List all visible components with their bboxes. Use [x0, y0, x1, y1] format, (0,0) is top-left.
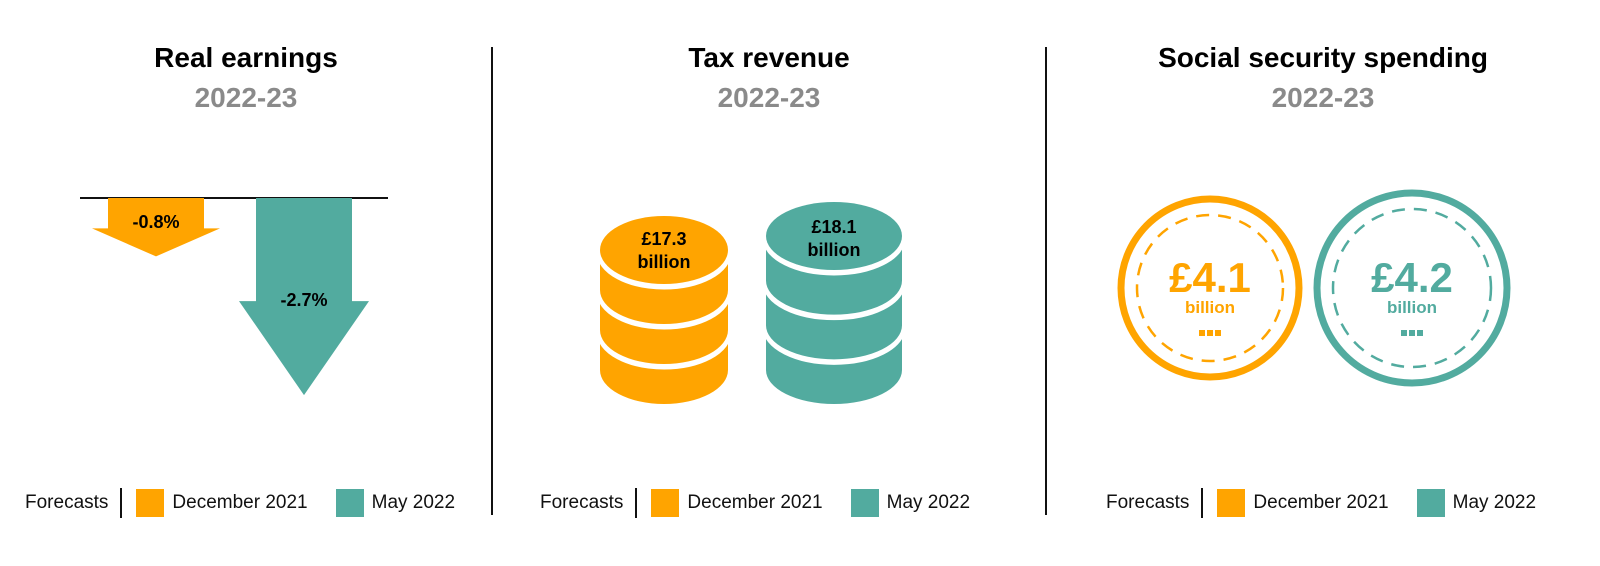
legend: Forecasts December 2021 May 2022 — [1106, 488, 1536, 518]
data-label-unit-may-2022: billion — [808, 240, 861, 260]
data-label-may-2022: -2.7% — [280, 290, 327, 310]
coin — [762, 237, 906, 315]
legend-swatch-may-2022 — [335, 489, 364, 517]
data-label-amount-december-2021: £4.1 — [1169, 254, 1251, 301]
coin — [762, 327, 906, 404]
coin-stack-december-2021 — [596, 216, 732, 404]
coin-dot — [1417, 330, 1423, 336]
coin-body — [766, 284, 902, 360]
legend-swatch-may-2022 — [850, 489, 879, 517]
data-label-amount-may-2022: £18.1 — [811, 217, 856, 237]
chart-subtitle: 2022-23 — [1271, 82, 1375, 113]
arrow-may-2022 — [239, 198, 369, 396]
legend-entry-may-2022: May 2022 — [1452, 492, 1537, 513]
legend-separator — [120, 488, 123, 518]
coin-body — [766, 240, 902, 315]
coin-outer-ring — [1313, 189, 1511, 387]
legend-separator — [1201, 488, 1204, 518]
legend: Forecasts December 2021 May 2022 — [25, 488, 455, 518]
chart-subtitle: 2022-23 — [194, 82, 298, 113]
chart-title: Social security spending — [1158, 42, 1488, 73]
chart-title: Real earnings — [154, 42, 338, 73]
legend-label: Forecasts — [540, 492, 624, 513]
data-label-amount-may-2022: £4.2 — [1371, 254, 1453, 301]
real-earnings-panel: Real earnings 2022-23 -0.8% -2.7% Foreca… — [0, 0, 492, 566]
legend-label: Forecasts — [25, 492, 109, 513]
legend-separator — [635, 488, 638, 518]
coin-separator — [596, 291, 732, 330]
coin-outer-ring — [1117, 195, 1303, 381]
legend-entry-december-2021: December 2021 — [1253, 492, 1389, 513]
coin-separator — [762, 237, 906, 276]
coin-separator — [596, 331, 732, 370]
coin-separator — [762, 327, 906, 365]
legend-swatch-december-2021 — [651, 489, 680, 517]
data-label-unit-december-2021: billion — [638, 252, 691, 272]
legend-entry-may-2022: May 2022 — [371, 492, 456, 513]
coin — [596, 331, 732, 404]
coin-body — [766, 329, 902, 404]
legend-entry-december-2021: December 2021 — [172, 492, 308, 513]
legend-entry-december-2021: December 2021 — [687, 492, 823, 513]
social-security-panel: Social security spending 2022-23 £4.1 bi… — [1046, 0, 1600, 566]
data-label-amount-december-2021: £17.3 — [641, 229, 686, 249]
panel-divider — [491, 47, 493, 515]
legend-swatch-may-2022 — [1416, 489, 1445, 517]
coin — [762, 282, 906, 360]
coin-top-face — [766, 202, 902, 270]
legend-label: Forecasts — [1106, 492, 1190, 513]
coin-separator — [596, 251, 732, 290]
coin-dashed-ring — [1135, 213, 1285, 363]
legend-swatch-december-2021 — [1217, 489, 1246, 517]
coin-stack-may-2022 — [762, 202, 906, 404]
chart-title: Tax revenue — [688, 42, 850, 73]
coin-separator — [762, 282, 906, 321]
coin-may-2022: £4.2 billion — [1313, 189, 1511, 387]
coin-dot — [1401, 330, 1407, 336]
tax-revenue-panel: Tax revenue 2022-23 £17.3 billion £18.1 … — [492, 0, 1046, 566]
coin-dot — [1409, 330, 1415, 336]
coin-dot — [1215, 330, 1221, 336]
legend: Forecasts December 2021 May 2022 — [540, 488, 970, 518]
coin — [596, 251, 732, 324]
real-earnings-chart: -0.8% -2.7% — [80, 197, 388, 396]
legend-swatch-december-2021 — [136, 489, 165, 517]
arrow-december-2021 — [92, 198, 220, 257]
coin-dot — [1207, 330, 1213, 336]
panel-divider — [1045, 47, 1047, 515]
chart-subtitle: 2022-23 — [717, 82, 821, 113]
coin-dot — [1199, 330, 1205, 336]
data-label-december-2021: -0.8% — [132, 212, 179, 232]
legend-entry-may-2022: May 2022 — [886, 492, 971, 513]
coin-dashed-ring — [1331, 207, 1493, 369]
social-security-chart: £4.1 billion £4.2 billion — [1117, 189, 1511, 387]
data-label-unit-may-2022: billion — [1387, 298, 1437, 317]
coin-december-2021: £4.1 billion — [1117, 195, 1303, 381]
coin — [596, 291, 732, 364]
tax-revenue-chart: £17.3 billion £18.1 billion — [596, 202, 906, 404]
coin-top-face — [600, 216, 728, 284]
data-label-unit-december-2021: billion — [1185, 298, 1235, 317]
